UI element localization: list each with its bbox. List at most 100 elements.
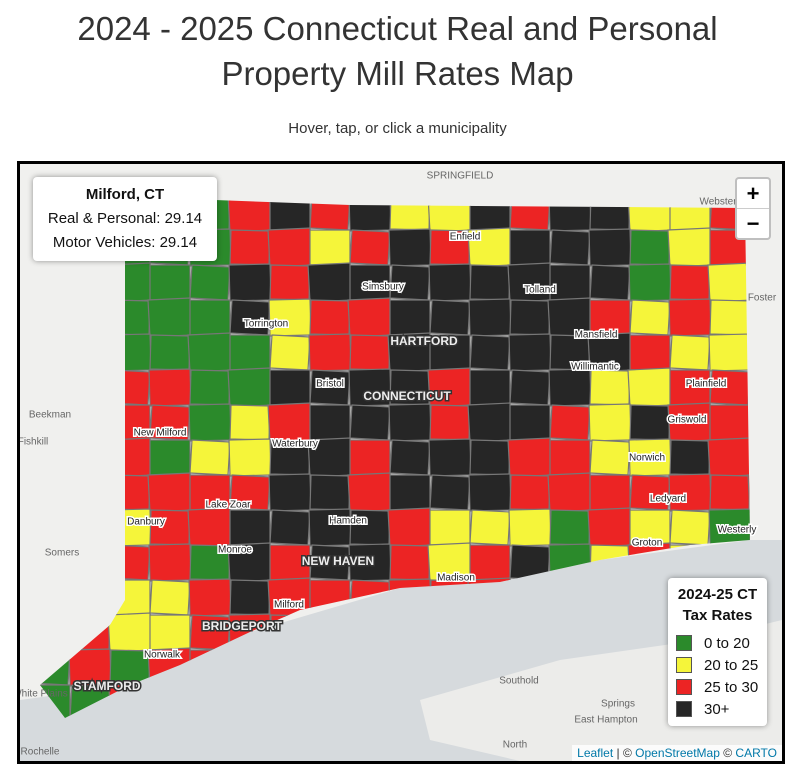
municipality[interactable] [388, 228, 432, 267]
municipality[interactable] [68, 473, 112, 512]
municipality[interactable] [588, 228, 632, 267]
municipality[interactable] [748, 368, 782, 407]
municipality[interactable] [549, 404, 591, 441]
municipality[interactable] [349, 229, 391, 266]
municipality[interactable] [509, 299, 551, 336]
municipality[interactable] [629, 334, 671, 371]
municipality[interactable] [30, 649, 71, 686]
municipality[interactable] [228, 438, 272, 477]
municipality[interactable] [709, 404, 750, 441]
municipality[interactable] [429, 299, 471, 336]
municipality[interactable] [309, 474, 351, 511]
carto-link[interactable]: CARTO [735, 746, 777, 760]
municipality[interactable] [347, 472, 393, 513]
municipality[interactable] [189, 369, 231, 406]
municipality[interactable] [628, 263, 672, 302]
municipality[interactable] [69, 264, 111, 301]
municipality[interactable] [268, 473, 312, 512]
municipality[interactable] [108, 333, 152, 372]
municipality[interactable] [428, 438, 472, 477]
municipality[interactable] [629, 299, 671, 336]
municipality[interactable] [549, 229, 591, 266]
municipality[interactable] [508, 333, 552, 372]
municipality[interactable] [469, 439, 511, 476]
municipality[interactable] [749, 334, 782, 371]
osm-link[interactable]: OpenStreetMap [635, 746, 720, 760]
municipality[interactable] [547, 472, 593, 513]
municipality[interactable] [469, 195, 511, 231]
municipality[interactable] [469, 334, 511, 371]
municipality[interactable] [589, 439, 631, 476]
municipality[interactable] [629, 229, 671, 266]
municipality[interactable] [589, 264, 631, 301]
municipality[interactable] [68, 298, 112, 337]
municipality[interactable] [509, 195, 551, 231]
municipality[interactable] [707, 437, 752, 478]
municipality[interactable] [669, 439, 711, 476]
municipality[interactable] [189, 439, 231, 476]
municipality[interactable] [188, 403, 232, 442]
municipality[interactable] [427, 193, 473, 233]
municipality[interactable] [629, 404, 671, 441]
municipality[interactable] [149, 264, 191, 301]
municipality[interactable] [509, 229, 551, 266]
municipality[interactable] [589, 195, 631, 231]
municipality[interactable] [668, 473, 712, 512]
municipality[interactable] [389, 195, 431, 231]
municipality[interactable] [30, 509, 71, 546]
municipality[interactable] [509, 369, 551, 406]
municipality[interactable] [29, 263, 72, 302]
municipality[interactable] [509, 404, 551, 441]
municipality[interactable] [749, 404, 782, 441]
municipality[interactable] [107, 612, 153, 653]
municipality[interactable] [509, 474, 551, 511]
municipality[interactable] [149, 439, 191, 476]
municipality[interactable] [69, 614, 111, 651]
municipality[interactable] [429, 509, 471, 546]
municipality[interactable] [308, 508, 352, 547]
municipality[interactable] [69, 439, 111, 476]
municipality[interactable] [229, 509, 271, 546]
municipality[interactable] [629, 474, 671, 511]
municipality[interactable] [548, 368, 592, 407]
municipality[interactable] [429, 474, 471, 511]
municipality[interactable] [109, 299, 151, 336]
municipality[interactable] [669, 264, 711, 301]
municipality[interactable] [187, 332, 233, 373]
municipality[interactable] [227, 193, 273, 233]
municipality[interactable] [267, 402, 313, 443]
municipality[interactable] [389, 544, 431, 581]
municipality[interactable] [708, 333, 751, 372]
map[interactable]: SPRINGFIELD Webster Enfield Simsbury Tolland… [17, 161, 785, 764]
municipality[interactable] [67, 577, 113, 618]
municipality[interactable] [267, 227, 313, 268]
municipality[interactable] [30, 299, 71, 336]
municipality[interactable] [269, 369, 311, 406]
municipality[interactable] [469, 509, 511, 546]
municipality[interactable] [308, 333, 352, 372]
municipality[interactable] [28, 367, 73, 408]
zoom-out[interactable]: − [746, 211, 760, 236]
municipality[interactable] [109, 544, 151, 581]
municipality[interactable] [348, 194, 392, 232]
municipality[interactable] [269, 334, 311, 371]
municipality[interactable] [668, 298, 712, 337]
municipality[interactable] [307, 262, 353, 303]
map-canvas[interactable]: SPRINGFIELD Webster Enfield Simsbury Tolland… [20, 164, 782, 761]
municipality[interactable] [148, 368, 192, 407]
municipality[interactable] [229, 404, 271, 441]
municipality[interactable] [268, 298, 312, 337]
municipality[interactable] [347, 297, 393, 338]
municipality[interactable] [228, 263, 272, 302]
municipality[interactable] [747, 472, 782, 513]
municipality[interactable] [549, 439, 591, 476]
municipality[interactable] [69, 509, 111, 546]
municipality[interactable] [147, 472, 193, 513]
municipality[interactable] [389, 474, 431, 511]
municipality[interactable] [349, 404, 391, 441]
municipality[interactable] [669, 509, 711, 546]
municipality[interactable] [30, 474, 71, 511]
municipality[interactable] [707, 262, 752, 303]
municipality[interactable] [187, 507, 233, 548]
municipality[interactable] [469, 264, 511, 301]
